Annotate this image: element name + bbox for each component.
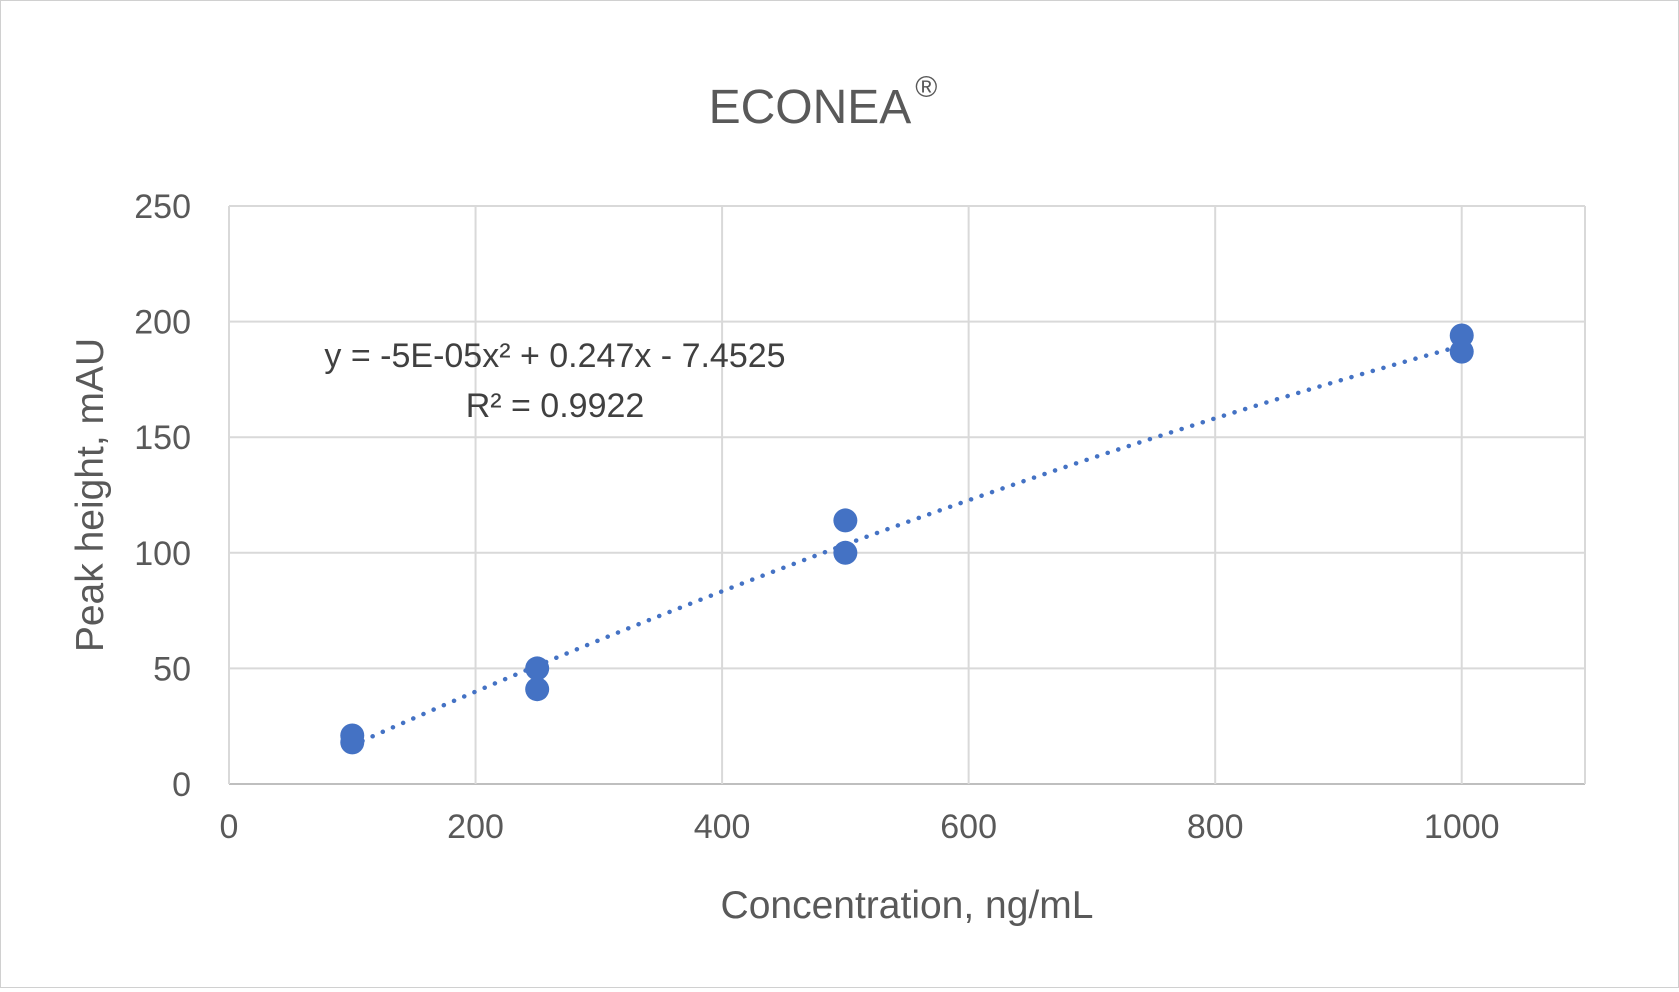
y-tick-label: 200 — [134, 304, 191, 342]
tick-labels: 0 50 100 150 200 250 0 200 400 600 800 1000 — [134, 188, 1499, 846]
data-point — [525, 677, 550, 702]
trendline-equation: y = -5E-05x² + 0.247x - 7.4525 — [324, 337, 785, 375]
y-tick-label: 250 — [134, 188, 191, 226]
chart-title-mark: ® — [915, 71, 937, 104]
gridlines — [228, 205, 1586, 785]
y-axis-title: Peak height, mAU — [69, 338, 112, 652]
y-tick-label: 50 — [153, 650, 191, 688]
data-point — [1449, 339, 1474, 364]
y-tick-label: 150 — [134, 419, 191, 457]
data-point — [340, 730, 365, 755]
x-axis-title: Concentration, ng/mL — [721, 884, 1094, 927]
x-tick-label: 600 — [940, 808, 997, 846]
x-tick-label: 200 — [447, 808, 504, 846]
x-tick-label: 400 — [694, 808, 751, 846]
x-tick-label: 1000 — [1424, 808, 1500, 846]
y-tick-label: 0 — [172, 766, 191, 804]
data-point — [833, 540, 858, 565]
y-tick-label: 100 — [134, 535, 191, 573]
data-point — [525, 656, 550, 681]
x-tick-label: 800 — [1187, 808, 1244, 846]
trendline-r-squared: R² = 0.9922 — [466, 387, 645, 425]
x-tick-label: 0 — [220, 808, 239, 846]
chart-title: ECONEA ® — [709, 71, 938, 134]
data-point — [833, 508, 858, 533]
data-points — [340, 323, 1474, 755]
chart-title-text: ECONEA — [709, 81, 912, 134]
